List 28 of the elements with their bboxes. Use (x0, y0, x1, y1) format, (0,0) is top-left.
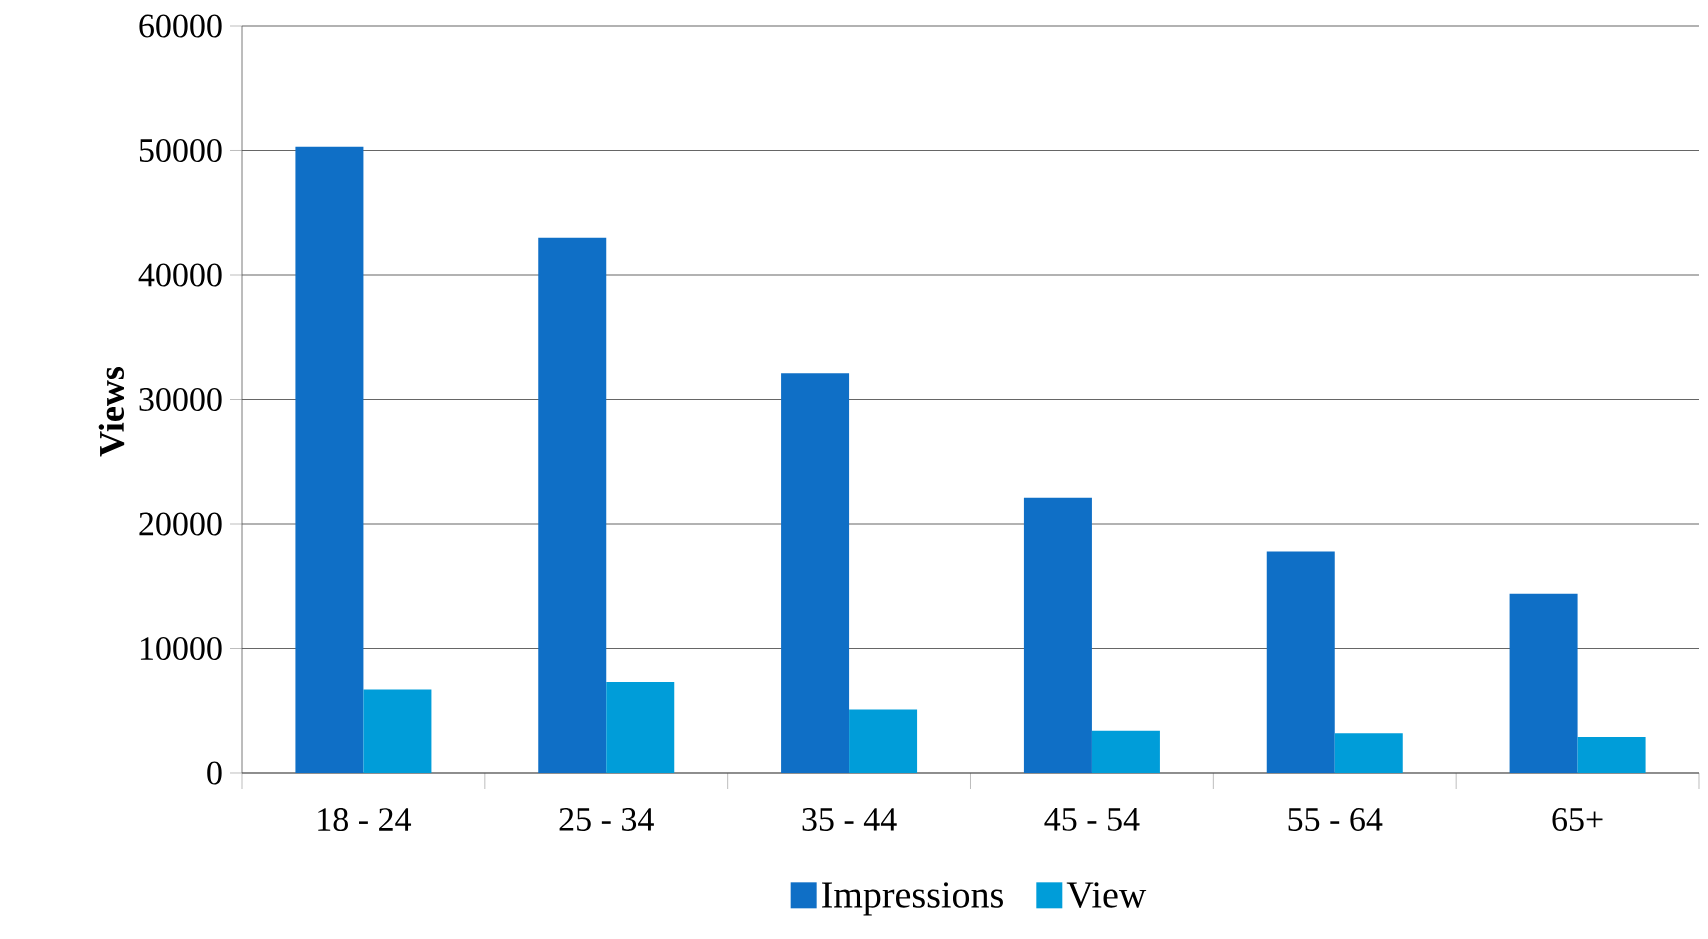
bar (1577, 736, 1646, 773)
bar (781, 373, 850, 773)
y-tick-label: 0 (207, 761, 222, 785)
x-tick-label: 45 - 54 (1044, 808, 1140, 831)
y-tick-label: 20000 (139, 512, 222, 536)
y-tick-label: 10000 (140, 637, 222, 660)
bar (1509, 593, 1578, 773)
bar (538, 237, 607, 773)
x-tick-label: 65+ (1552, 808, 1603, 831)
y-tick-label: 60000 (139, 14, 222, 38)
bar (295, 146, 364, 773)
legend-label: Impressions (822, 882, 1003, 916)
bar (1266, 551, 1335, 773)
y-tick-label: 30000 (139, 388, 222, 411)
bar (849, 709, 918, 773)
bar (1091, 730, 1160, 773)
bar (363, 689, 432, 773)
x-tick-label: 55 - 64 (1288, 808, 1383, 831)
x-tick-label: 25 - 34 (559, 808, 654, 831)
x-tick-label: 18 - 24 (318, 808, 412, 832)
bar (606, 682, 675, 773)
bar (1023, 497, 1092, 773)
bar (1334, 733, 1403, 773)
x-tick-label: 35 - 44 (802, 808, 897, 831)
legend-label: View (1066, 882, 1147, 908)
y-axis-title: Views (98, 367, 125, 457)
y-tick-label: 40000 (138, 263, 222, 287)
y-tick-label: 50000 (139, 139, 222, 162)
